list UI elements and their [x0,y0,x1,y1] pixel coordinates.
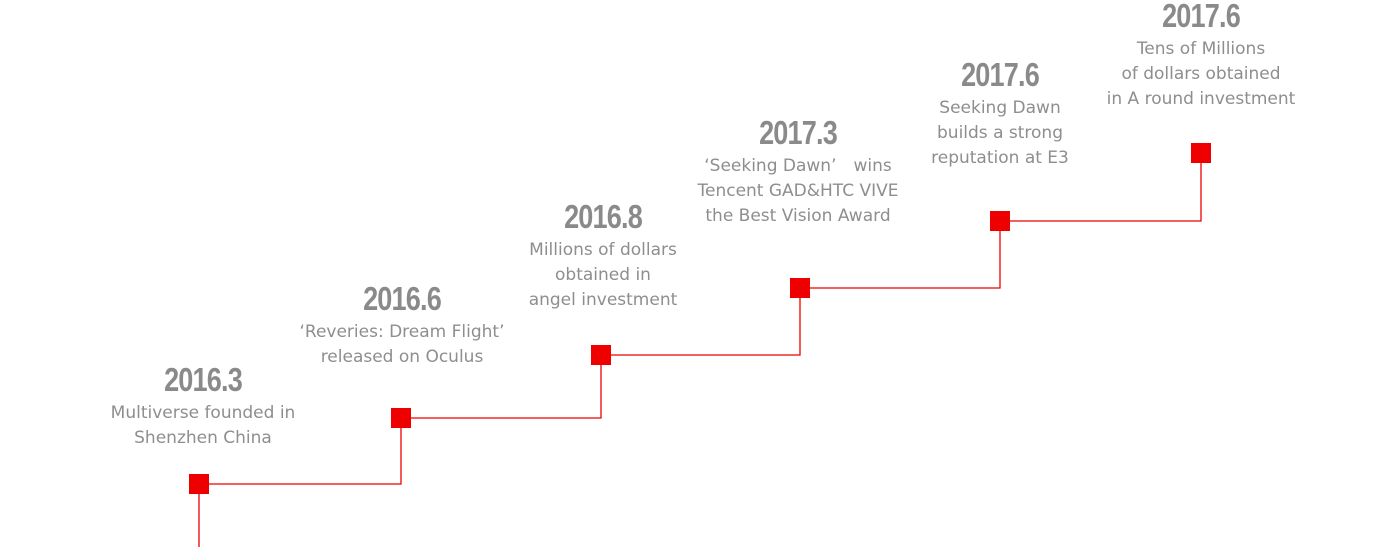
milestone-year: 2017.6 [961,56,1040,93]
milestone-description: Tens of Millions of dollars obtained in … [1106,39,1296,109]
milestone-marker [1191,143,1211,163]
milestone-description: ‘Seeking Dawn’ wins Tencent GAD&HTC VIVE… [697,156,899,226]
milestone-marker [189,474,209,494]
milestone-marker [391,408,411,428]
milestone-description: ‘Reveries: Dream Flight’ released on Ocu… [299,322,505,367]
milestone-marker [591,345,611,365]
milestone-marker [990,211,1010,231]
milestone-year: 2016.6 [363,280,442,317]
milestone-2017-3: 2017.3 ‘Seeking Dawn’ wins Tencent GAD&H… [693,114,903,229]
milestone-marker [790,278,810,298]
milestone-description: Multiverse founded in Shenzhen China [110,403,296,448]
milestone-description: Seeking Dawn builds a strong reputation … [931,98,1069,168]
milestone-year: 2017.3 [759,114,838,151]
milestone-year: 2016.3 [164,361,243,398]
milestone-year: 2016.8 [564,198,643,235]
milestone-2017-6-e3: 2017.6 Seeking Dawn builds a strong repu… [895,56,1105,171]
milestone-2016-3: 2016.3 Multiverse founded in Shenzhen Ch… [98,361,308,451]
timeline-step-line [198,153,1202,547]
milestone-description: Millions of dollars obtained in angel in… [528,240,678,310]
milestone-2017-6-a-round: 2017.6 Tens of Millions of dollars obtai… [1096,0,1306,112]
milestone-2016-8: 2016.8 Millions of dollars obtained in a… [498,198,708,313]
milestone-year: 2017.6 [1162,0,1241,34]
milestone-2016-6: 2016.6 ‘Reveries: Dream Flight’ released… [297,280,507,370]
